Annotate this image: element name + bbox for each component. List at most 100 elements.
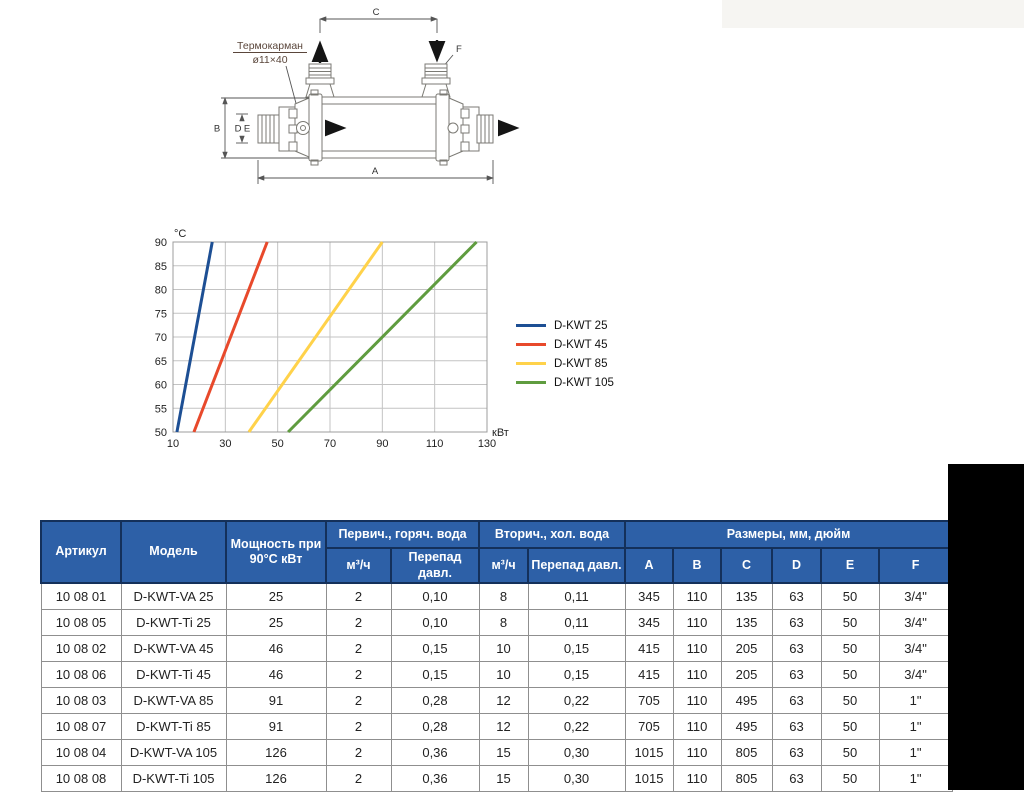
scan-artifact-band xyxy=(722,0,1024,28)
dim-b-label: B xyxy=(214,124,220,135)
table-cell: 110 xyxy=(672,686,722,714)
dimension-c: C xyxy=(319,7,438,33)
legend-line-swatch xyxy=(516,381,546,384)
thermo-pocket-port xyxy=(296,121,310,135)
table-cell: 0,11 xyxy=(527,582,626,610)
col-power: Мощность при 90°С кВт xyxy=(225,519,327,585)
top-port-right xyxy=(421,63,451,98)
legend-item: D-KWT 25 xyxy=(516,316,614,335)
legend-line-swatch xyxy=(516,343,546,346)
col-secondary-flow: м³/ч xyxy=(478,546,530,585)
table-cell: 15 xyxy=(478,764,529,792)
dimension-a: A xyxy=(257,160,494,184)
x-tick-label: 70 xyxy=(324,438,336,450)
col-dim-e: E xyxy=(820,546,881,585)
table-cell: D-KWT-Ti 25 xyxy=(120,608,227,636)
table-cell: 50 xyxy=(820,686,880,714)
table-cell: 0,36 xyxy=(390,738,480,766)
table-cell: 2 xyxy=(325,738,392,766)
table-cell: 805 xyxy=(720,738,773,766)
legend-line-swatch xyxy=(516,362,546,365)
table-cell: 3/4" xyxy=(878,608,953,636)
table-cell: 63 xyxy=(771,608,822,636)
col-dim-d: D xyxy=(771,546,823,585)
legend-item: D-KWT 45 xyxy=(516,335,614,354)
table-cell: 705 xyxy=(624,712,674,740)
table-cell: 705 xyxy=(624,686,674,714)
table-cell: 110 xyxy=(672,608,722,636)
table-cell: 110 xyxy=(672,634,722,662)
table-cell: 3/4" xyxy=(878,634,953,662)
table-cell: 110 xyxy=(672,582,722,610)
table-cell: 1" xyxy=(878,686,953,714)
table-cell: D-KWT-VA 105 xyxy=(120,738,227,766)
table-row: 10 08 06 D-KWT-Ti 45 46 2 0,15 10 0,15 415 110 20… xyxy=(40,660,953,688)
table-cell: 345 xyxy=(624,608,674,636)
table-cell: 3/4" xyxy=(878,582,953,610)
table-cell: D-KWT-Ti 105 xyxy=(120,764,227,792)
table-cell: 205 xyxy=(720,660,773,688)
col-model: Модель xyxy=(120,519,227,585)
table-cell: 2 xyxy=(325,686,392,714)
col-dim-f: F xyxy=(878,546,954,585)
table-cell: 63 xyxy=(771,634,822,662)
table-cell: 50 xyxy=(820,608,880,636)
table-cell: 2 xyxy=(325,608,392,636)
table-cell: 2 xyxy=(325,634,392,662)
plot-border xyxy=(172,241,488,433)
table-cell: 63 xyxy=(771,738,822,766)
col-secondary-drop: Перепад давл. xyxy=(527,546,627,585)
col-dim-b: B xyxy=(672,546,723,585)
table-cell: 415 xyxy=(624,634,674,662)
y-axis-unit: °C xyxy=(174,228,186,240)
x-tick-label: 50 xyxy=(272,438,284,450)
table-cell: 46 xyxy=(225,660,327,688)
group-primary-water: Первич., горяч. вода xyxy=(324,520,481,549)
spec-table: Артикул Модель Мощность при 90°С кВт Пер… xyxy=(40,519,954,792)
y-tick-label: 80 xyxy=(155,285,167,297)
group-secondary-water: Вторич., хол. вода xyxy=(478,520,627,549)
x-tick-label: 110 xyxy=(426,438,444,450)
table-cell: 10 xyxy=(478,634,529,662)
product-diagram: C F Термокарман ø11×40 xyxy=(214,7,520,184)
table-cell: 15 xyxy=(478,738,529,766)
table-row: 10 08 07 D-KWT-Ti 85 91 2 0,28 12 0,22 705 110 49… xyxy=(40,712,953,740)
legend-item: D-KWT 105 xyxy=(516,373,614,392)
table-cell: 495 xyxy=(720,686,773,714)
col-dim-c: C xyxy=(720,546,774,585)
table-cell: 1015 xyxy=(624,738,674,766)
series-line xyxy=(175,241,214,433)
chart-legend: D-KWT 25 D-KWT 45 D-KWT 85 D-KWT 105 xyxy=(516,316,614,392)
table-cell: 50 xyxy=(820,712,880,740)
table-cell: 126 xyxy=(225,764,327,792)
table-cell: 63 xyxy=(771,660,822,688)
table-cell: 0,30 xyxy=(527,738,626,766)
table-row: 10 08 08 D-KWT-Ti 105 126 2 0,36 15 0,30 1015 11… xyxy=(40,764,953,792)
table-cell: D-KWT-VA 45 xyxy=(120,634,227,662)
table-cell: 2 xyxy=(325,582,392,610)
table-cell: 46 xyxy=(225,634,327,662)
table-cell: 110 xyxy=(672,660,722,688)
table-cell: D-KWT-Ti 45 xyxy=(120,660,227,688)
dimension-b: B xyxy=(214,97,309,159)
dim-f-label: F xyxy=(456,44,462,55)
dim-e-label: E xyxy=(244,124,250,135)
table-row: 10 08 04 D-KWT-VA 105 126 2 0,36 15 0,30 1015 11… xyxy=(40,738,953,766)
table-cell: 8 xyxy=(478,582,529,610)
table-cell: 10 08 07 xyxy=(40,712,122,740)
table-row: 10 08 02 D-KWT-VA 45 46 2 0,15 10 0,15 415 110 20… xyxy=(40,634,953,662)
table-cell: 10 08 01 xyxy=(40,582,122,610)
table-cell: 25 xyxy=(225,582,327,610)
table-cell: 0,10 xyxy=(390,582,480,610)
table-cell: 0,36 xyxy=(390,764,480,792)
col-dim-a: A xyxy=(624,546,675,585)
table-cell: 126 xyxy=(225,738,327,766)
table-cell: 345 xyxy=(624,582,674,610)
table-cell: 50 xyxy=(820,738,880,766)
x-tick-label: 30 xyxy=(219,438,231,450)
chart-plot: 50 55 60 65 70 75 80 85 90 10 30 50 70 90 110 130 xyxy=(155,237,496,450)
table-cell: 110 xyxy=(672,764,722,792)
table-body: 10 08 01 D-KWT-VA 25 25 2 0,10 8 0,11 345 110 135… xyxy=(40,582,953,792)
legend-line-swatch xyxy=(516,324,546,327)
table-cell: 12 xyxy=(478,686,529,714)
